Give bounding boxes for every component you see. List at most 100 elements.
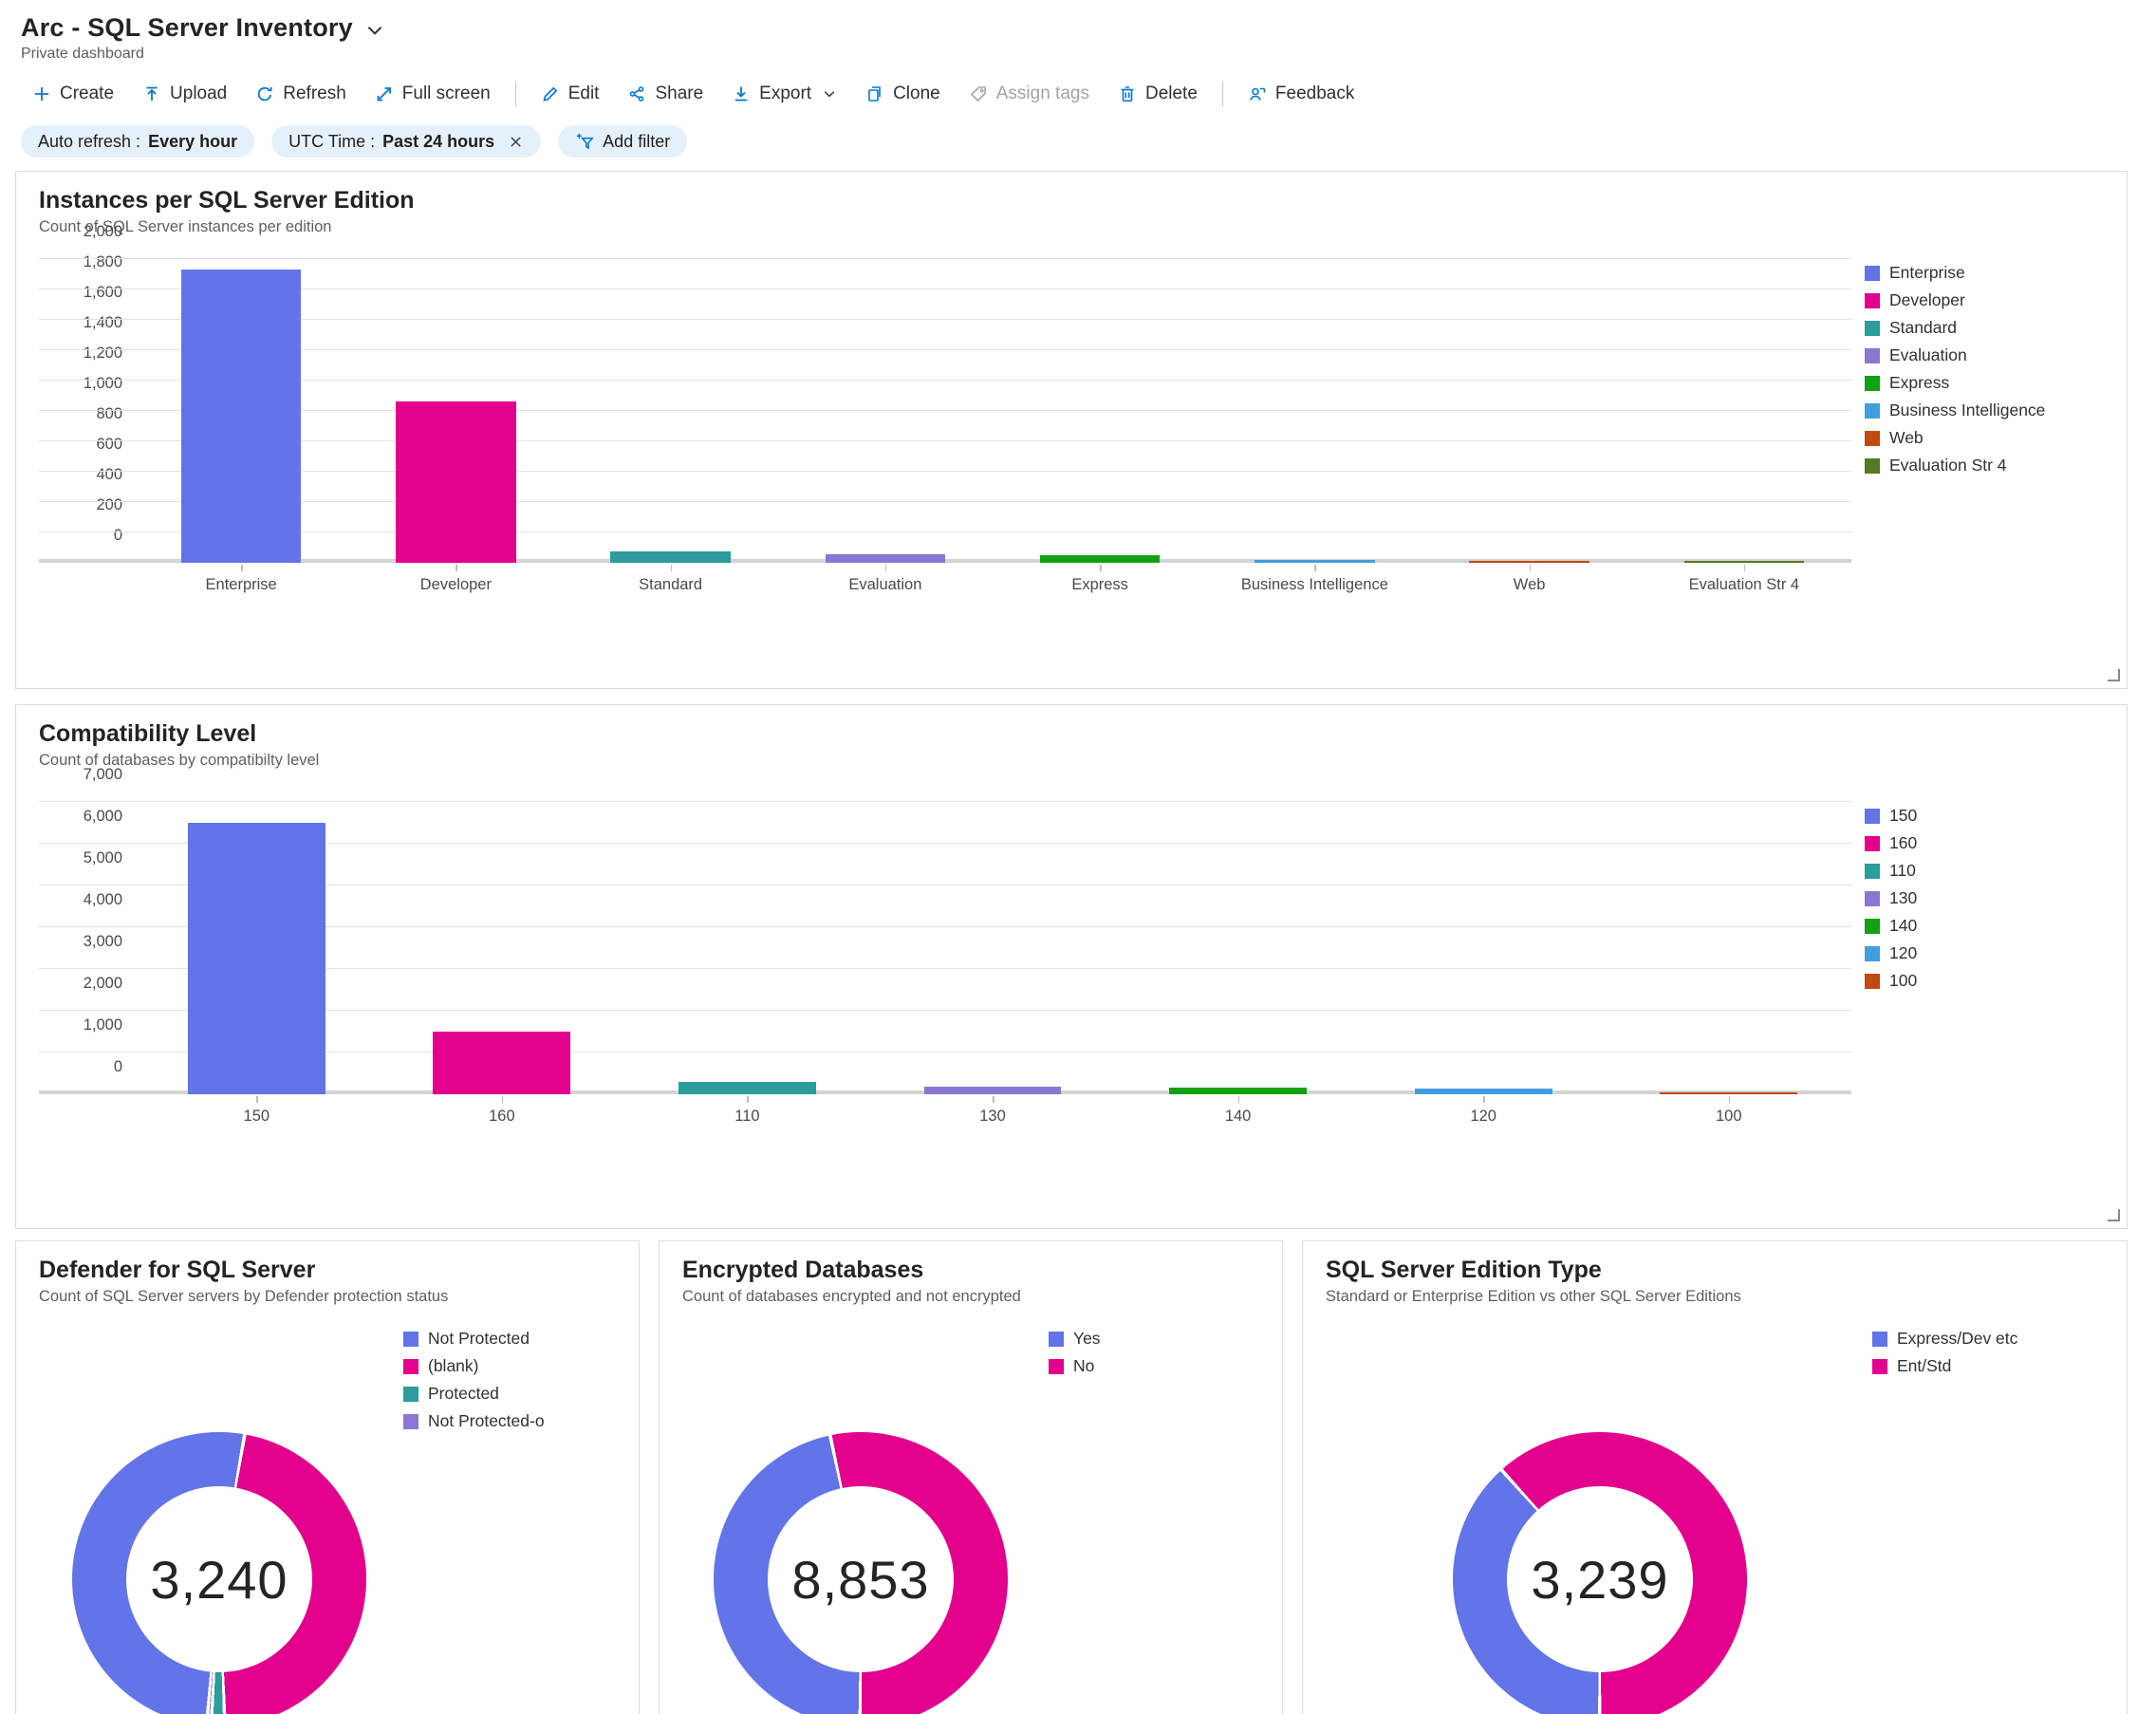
bar-enterprise[interactable] <box>180 270 302 563</box>
create-button[interactable]: Create <box>21 78 125 110</box>
gridline <box>39 470 1851 472</box>
bar-140[interactable] <box>1169 1087 1307 1094</box>
bar-express[interactable] <box>1039 555 1161 563</box>
legend-item[interactable]: Web <box>1865 424 2117 452</box>
legend-label: Not Protected <box>428 1329 530 1348</box>
y-axis-tick-label: 0 <box>113 527 122 544</box>
legend-item[interactable]: Yes <box>1049 1325 1101 1352</box>
bar-130[interactable] <box>923 1087 1062 1094</box>
x-axis-tick <box>747 1096 749 1103</box>
legend-swatch <box>1865 863 1880 879</box>
legend-item[interactable]: Express/Dev etc <box>1872 1325 2017 1352</box>
bar-evaluation[interactable] <box>825 554 946 563</box>
legend-label: Evaluation <box>1889 345 1967 364</box>
bar-120[interactable] <box>1414 1088 1552 1094</box>
legend-item[interactable]: Not Protected-o <box>403 1407 545 1435</box>
x-axis-tick <box>1743 565 1746 571</box>
legend-item[interactable]: 100 <box>1865 967 2117 995</box>
legend-item[interactable]: Developer <box>1865 287 2117 314</box>
bar-developer[interactable] <box>396 401 516 563</box>
bar-evaluation-str-4[interactable] <box>1683 561 1805 563</box>
donut-chart-defender[interactable]: 3,240 <box>72 1432 366 1714</box>
command-bar: Create Upload Refresh Full screen Edit S… <box>0 63 2156 120</box>
tile-defender-for-sql-server: Defender for SQL Server Count of SQL Ser… <box>15 1240 640 1714</box>
legend-swatch <box>1865 457 1880 474</box>
legend-item[interactable]: Business Intelligence <box>1865 397 2117 424</box>
bar-slot <box>993 259 1207 563</box>
dashboard-header: Arc - SQL Server Inventory Private dashb… <box>0 0 2156 63</box>
upload-button[interactable]: Upload <box>131 78 238 110</box>
donut-total: 8,853 <box>791 1549 930 1610</box>
donut-chart-encrypted[interactable]: 8,853 <box>714 1432 1008 1714</box>
legend-item[interactable]: No <box>1049 1352 1101 1380</box>
legend-item[interactable]: 130 <box>1865 885 2117 912</box>
gridline <box>39 500 1851 502</box>
legend-item[interactable]: Ent/Std <box>1872 1352 2017 1380</box>
chart-legend: 150 160 110 130 140 120 100 <box>1851 802 2117 1126</box>
close-icon[interactable] <box>508 134 524 150</box>
tile-resize-handle[interactable] <box>2108 1209 2120 1221</box>
refresh-button[interactable]: Refresh <box>244 78 358 110</box>
export-button[interactable]: Export <box>720 78 848 110</box>
legend-swatch <box>403 1358 418 1374</box>
y-axis-tick-label: 1,200 <box>83 345 122 362</box>
x-axis-label: 100 <box>1606 1094 1851 1126</box>
gridline <box>39 439 1851 441</box>
legend-item[interactable]: 120 <box>1865 940 2117 967</box>
assign-tags-button[interactable]: Assign tags <box>957 78 1101 110</box>
bar-business-intelligence[interactable] <box>1255 560 1375 563</box>
gridline <box>39 257 1851 259</box>
bar-110[interactable] <box>678 1081 816 1094</box>
delete-button[interactable]: Delete <box>1106 78 1209 110</box>
fullscreen-button[interactable]: Full screen <box>363 78 502 110</box>
legend-item[interactable]: 140 <box>1865 912 2117 940</box>
legend-item[interactable]: Express <box>1865 369 2117 397</box>
legend-item[interactable]: 160 <box>1865 829 2117 857</box>
gridline <box>39 288 1851 289</box>
chevron-down-icon[interactable] <box>364 20 385 41</box>
legend-swatch <box>1865 973 1880 989</box>
legend-swatch <box>403 1386 418 1402</box>
edit-button[interactable]: Edit <box>530 78 611 110</box>
feedback-button[interactable]: Feedback <box>1236 78 1366 110</box>
bar-100[interactable] <box>1660 1091 1798 1094</box>
bar-web[interactable] <box>1469 561 1589 563</box>
bar-150[interactable] <box>187 823 325 1094</box>
x-axis-label: Business Intelligence <box>1207 563 1422 594</box>
auto-refresh-filter-pill[interactable]: Auto refresh : Every hour <box>21 125 255 158</box>
legend-item[interactable]: Protected <box>403 1380 545 1407</box>
legend-item[interactable]: Standard <box>1865 314 2117 342</box>
legend-item[interactable]: 150 <box>1865 802 2117 829</box>
legend-label: Web <box>1889 428 1924 447</box>
add-filter-button[interactable]: Add filter <box>558 125 688 158</box>
donut-chart-edition-type[interactable]: 3,239 <box>1453 1432 1747 1714</box>
legend-item[interactable]: 110 <box>1865 857 2117 885</box>
tile-resize-handle[interactable] <box>2108 669 2120 681</box>
legend-label: 120 <box>1889 943 1918 962</box>
x-axis-tick <box>670 565 673 571</box>
chevron-down-icon <box>822 86 837 102</box>
legend-swatch <box>1865 890 1880 906</box>
legend-label: No <box>1073 1356 1095 1375</box>
legend-item[interactable]: (blank) <box>403 1352 545 1380</box>
refresh-icon <box>255 84 274 103</box>
tile-title: SQL Server Edition Type <box>1326 1257 1602 1283</box>
legend-swatch <box>1865 808 1880 824</box>
utc-time-filter-pill[interactable]: UTC Time : Past 24 hours <box>271 125 542 158</box>
legend-item[interactable]: Evaluation <box>1865 342 2117 369</box>
share-button[interactable]: Share <box>616 78 715 110</box>
fullscreen-icon <box>375 84 394 103</box>
utc-time-value: Past 24 hours <box>382 131 495 151</box>
donut-hole <box>126 1486 312 1672</box>
y-axis-tick-label: 1,000 <box>83 1016 122 1034</box>
gridline <box>39 884 1851 885</box>
legend-label: 150 <box>1889 806 1918 825</box>
bar-slot <box>870 802 1116 1094</box>
bar-standard[interactable] <box>610 551 731 563</box>
clone-button[interactable]: Clone <box>854 78 952 110</box>
legend-item[interactable]: Evaluation Str 4 <box>1865 452 2117 479</box>
bar-160[interactable] <box>433 1032 571 1094</box>
legend-item[interactable]: Enterprise <box>1865 259 2117 287</box>
legend-item[interactable]: Not Protected <box>403 1325 545 1352</box>
x-axis-label: 120 <box>1361 1094 1607 1126</box>
